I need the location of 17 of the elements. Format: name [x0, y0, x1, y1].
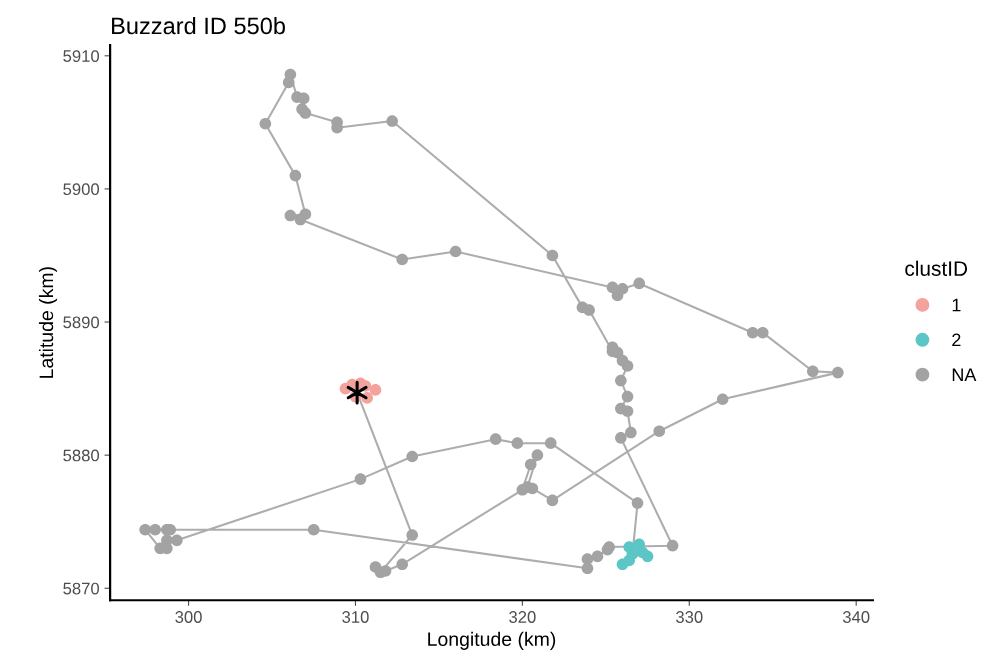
x-tick-label: 310: [342, 611, 369, 623]
x-tick-label: 340: [842, 611, 870, 623]
y-tick-label: 5900: [63, 183, 100, 196]
legend-label: NA: [952, 368, 977, 381]
y-axis-title: Latitude (km): [38, 267, 58, 378]
x-tick-label: 330: [676, 611, 703, 623]
chart-title: Buzzard ID 550b: [112, 16, 285, 35]
y-tick-label: 5890: [63, 316, 100, 329]
x-tick-label: 320: [509, 611, 536, 623]
y-tick-label: 5880: [63, 449, 100, 462]
y-tick-label: 5870: [63, 582, 100, 595]
x-tick-label: 300: [175, 611, 202, 623]
x-axis-title: Longitude (km): [428, 631, 556, 650]
legend-title: clustID: [905, 260, 968, 276]
legend-label: 2: [952, 333, 961, 347]
legend-label: 1: [952, 298, 961, 312]
y-tick-label: 5910: [63, 50, 100, 62]
